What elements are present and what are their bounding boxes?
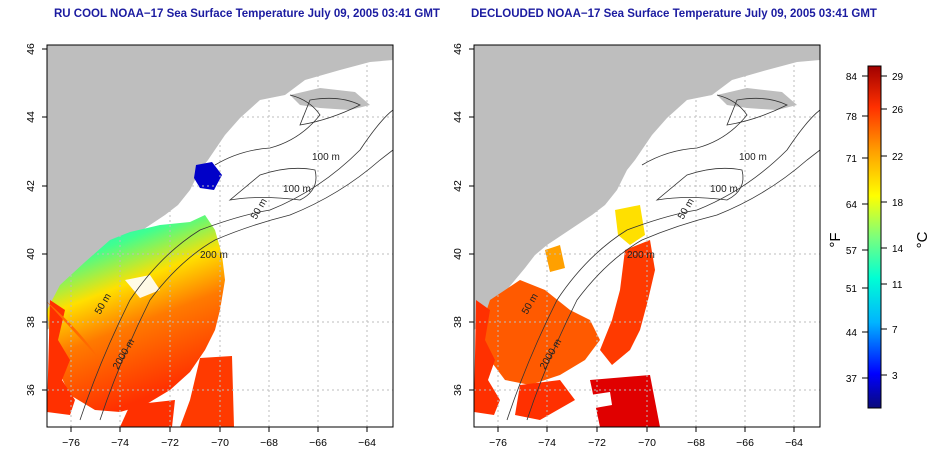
x-tick-label: −74: [111, 437, 129, 449]
colorbar-c-tick: 26: [892, 105, 904, 116]
colorbar-c-tick: 3: [892, 371, 898, 382]
colorbar-c-tick: 29: [892, 72, 904, 83]
y-tick-label: 38: [25, 316, 37, 328]
colorbar-c-tick: 14: [892, 244, 904, 255]
contour-label: 200 m: [627, 250, 655, 261]
bathymetry-contours: [79, 94, 393, 421]
colorbar-c-tick: 7: [892, 325, 898, 336]
contour-label: 100 m: [312, 152, 340, 163]
x-tick-label: −76: [489, 437, 507, 449]
bathymetry-contours: [506, 94, 820, 421]
y-tick-label: 44: [25, 111, 37, 123]
colorbar-f-tick: 64: [846, 200, 858, 211]
x-tick-label: −64: [785, 437, 803, 449]
y-tick-label: 42: [452, 180, 464, 192]
colorbar-c-tick: 22: [892, 152, 904, 163]
x-tick-label: −74: [538, 437, 556, 449]
x-tick-label: −68: [687, 437, 705, 449]
colorbar-f-tick: 44: [846, 328, 858, 339]
x-tick-label: −70: [211, 437, 229, 449]
y-tick-label: 40: [25, 248, 37, 260]
y-tick-label: 36: [25, 384, 37, 396]
colorbar-f-tick: 71: [846, 154, 858, 165]
sst-data-region: [47, 215, 225, 412]
y-tick-label: 40: [452, 248, 464, 260]
y-tick-label: 42: [25, 180, 37, 192]
colorbar-f-tick: 51: [846, 284, 858, 295]
colorbar-gradient: [867, 65, 882, 409]
x-tick-label: −70: [638, 437, 656, 449]
right-map-panel: 100 m 100 m 50 m 200 m 50 m 2000 m −76 −…: [452, 43, 821, 449]
x-tick-label: −64: [358, 437, 376, 449]
colorbar-f-tick: 57: [846, 246, 858, 257]
y-tick-label: 36: [452, 384, 464, 396]
colorbar-c-tick: 18: [892, 198, 904, 209]
colorbar-f-tick: 78: [846, 112, 858, 123]
contour-label: 200 m: [200, 250, 228, 261]
colorbar-celsius-label: °C: [914, 231, 931, 248]
colorbar-c-tick: 11: [892, 280, 903, 291]
left-panel-title: RU COOL NOAA−17 Sea Surface Temperature …: [54, 8, 440, 20]
land-mass: [474, 45, 820, 330]
y-tick-label: 46: [452, 43, 464, 55]
colorbar-f-tick: 84: [846, 72, 858, 83]
colorbar-f-tick: 37: [846, 374, 858, 385]
x-tick-label: −72: [588, 437, 606, 449]
colorbar-fahrenheit-label: °F: [827, 232, 844, 247]
y-tick-label: 44: [452, 111, 464, 123]
x-tick-label: −72: [161, 437, 179, 449]
y-tick-label: 38: [452, 316, 464, 328]
y-tick-label: 46: [25, 43, 37, 55]
contour-label: 100 m: [739, 152, 767, 163]
land-mass: [47, 45, 393, 330]
x-tick-label: −66: [736, 437, 754, 449]
right-panel-title: DECLOUDED NOAA−17 Sea Surface Temperatur…: [471, 8, 877, 20]
contour-label: 100 m: [710, 184, 738, 195]
contour-label: 100 m: [283, 184, 311, 195]
x-tick-label: −76: [62, 437, 80, 449]
sst-data-region: [480, 280, 600, 385]
x-tick-label: −66: [309, 437, 327, 449]
x-tick-label: −68: [260, 437, 278, 449]
left-map-panel: 100 m 100 m 50 m 200 m 50 m 2000 m −76 −…: [25, 43, 394, 449]
colorbar: 84 78 71 64 57 51 44 37 29 26 22 18 14 1…: [827, 65, 931, 409]
